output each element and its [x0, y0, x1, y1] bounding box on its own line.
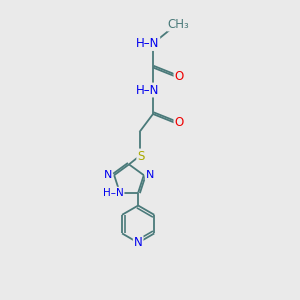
Text: CH₃: CH₃ [168, 17, 189, 31]
Text: O: O [175, 116, 184, 130]
Text: O: O [175, 70, 184, 83]
Text: N: N [146, 169, 154, 180]
Text: H–N: H–N [103, 188, 124, 198]
Text: H–N: H–N [136, 37, 159, 50]
Text: N: N [134, 236, 142, 249]
Text: H–N: H–N [136, 83, 159, 97]
Text: S: S [137, 149, 145, 163]
Text: N: N [103, 169, 112, 180]
